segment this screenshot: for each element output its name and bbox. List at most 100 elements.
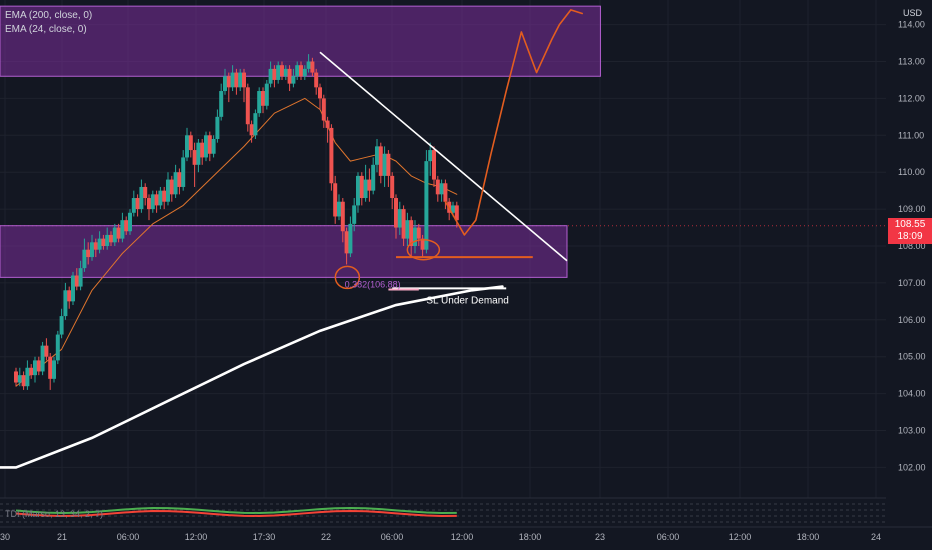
time-tick-label: 06:00	[117, 532, 140, 542]
candle-body	[166, 179, 170, 202]
candle-body	[329, 127, 334, 184]
candle-body	[242, 72, 246, 88]
candle-body	[25, 367, 30, 387]
candle-body	[375, 146, 379, 165]
price-tick-label: 107.00	[898, 278, 926, 288]
last-price-tag: 108.55 18:09	[888, 218, 932, 244]
candle-body	[253, 113, 258, 136]
candle-body	[139, 186, 144, 210]
candle-body	[310, 61, 315, 73]
candle-body	[105, 234, 110, 246]
price-tick-label: 106.00	[898, 315, 926, 325]
candle-body	[405, 220, 410, 239]
candle-body	[158, 190, 163, 206]
candle-body	[432, 150, 436, 180]
candle-body	[378, 146, 383, 176]
price-tick-label: 108.00	[898, 241, 926, 251]
candle-body	[352, 205, 357, 224]
time-tick-label: 12:00	[185, 532, 208, 542]
candle-body	[382, 153, 387, 176]
currency-label: USD	[903, 8, 923, 18]
time-axis[interactable]: 30 21 06:00 12:00 17:30 22 06:00 12:00 18:00 23 06…	[0, 526, 932, 542]
candle-body	[48, 356, 53, 379]
candle-body	[147, 198, 151, 210]
candle-body	[21, 375, 26, 387]
ema-24-line	[15, 97, 458, 387]
ema-24-path	[15, 97, 458, 387]
price-tick-label: 113.00	[898, 57, 925, 67]
price-tick-label: 112.00	[898, 93, 925, 103]
candle-body	[416, 227, 421, 239]
candle-body	[261, 91, 265, 106]
candle-body	[52, 360, 56, 379]
candle-body	[356, 175, 360, 206]
time-tick-label: 12:00	[729, 532, 752, 542]
candle-body	[409, 220, 414, 246]
fib-label: 0.382(106.88)	[345, 280, 401, 290]
candle-body	[234, 72, 239, 88]
candle-body	[359, 175, 364, 199]
annotations: SL Under Demand 0.382(106.88)	[345, 280, 509, 307]
candle-body	[128, 212, 132, 232]
candle-body	[109, 234, 113, 243]
candle-body	[97, 238, 102, 250]
candle-body	[435, 179, 440, 195]
candle-body	[71, 275, 75, 302]
candle-body	[93, 242, 98, 250]
candle-body	[401, 209, 406, 239]
zone-supply	[0, 5, 601, 77]
last-price-value: 108.55	[894, 219, 926, 230]
price-tick-label: 114.00	[898, 20, 925, 30]
candle-body	[101, 238, 106, 246]
sl-under-demand-label: SL Under Demand	[426, 296, 508, 307]
candle-body	[44, 345, 49, 357]
candle-body	[181, 157, 186, 187]
legend-ema24[interactable]: EMA (24, close, 0)	[5, 24, 87, 35]
price-tick-label: 103.00	[898, 426, 926, 436]
candle-body	[397, 209, 402, 228]
legend-ema200[interactable]: EMA (200, close, 0)	[5, 10, 93, 21]
candle-body	[223, 76, 227, 92]
candle-body	[283, 68, 288, 77]
candle-body	[59, 316, 64, 335]
candle-body	[348, 223, 353, 254]
candle-body	[116, 227, 121, 239]
candle-body	[36, 360, 41, 372]
candle-body	[451, 205, 455, 213]
user-drawings	[319, 9, 584, 291]
candle-body	[340, 201, 345, 232]
price-axis[interactable]: 102.00 103.00 104.00 105.00 106.00 107.00 108.…	[898, 20, 926, 473]
candle-body	[371, 164, 376, 191]
candle-body	[219, 91, 224, 117]
time-tick-label: 06:00	[657, 532, 680, 542]
time-tick-label: 12:00	[451, 532, 474, 542]
ema-200-line	[0, 285, 504, 469]
projection-path	[444, 9, 584, 236]
candle-body	[17, 375, 22, 383]
candle-body	[306, 61, 311, 69]
candle-body	[90, 242, 94, 258]
candle-body	[143, 186, 148, 199]
time-tick-label: 18:00	[519, 532, 542, 542]
candle-body	[112, 227, 117, 243]
candle-body	[63, 290, 68, 317]
candle-body	[428, 150, 433, 162]
candle-body	[196, 142, 201, 165]
candle-body	[454, 205, 459, 221]
price-tick-label: 111.00	[898, 130, 924, 140]
candle-body	[280, 65, 284, 77]
time-tick-label: 21	[57, 532, 67, 542]
candle-body	[29, 367, 34, 376]
candle-body	[185, 135, 189, 158]
candle-body	[124, 220, 129, 232]
candle-body	[204, 135, 208, 158]
candle-body	[120, 220, 125, 239]
candle-body	[200, 142, 205, 158]
candle-body	[245, 87, 250, 125]
candle-body	[188, 135, 193, 151]
candle-body	[344, 231, 349, 254]
trendline	[319, 51, 568, 262]
candle-body	[439, 183, 444, 195]
supply-demand-zones	[0, 5, 601, 278]
